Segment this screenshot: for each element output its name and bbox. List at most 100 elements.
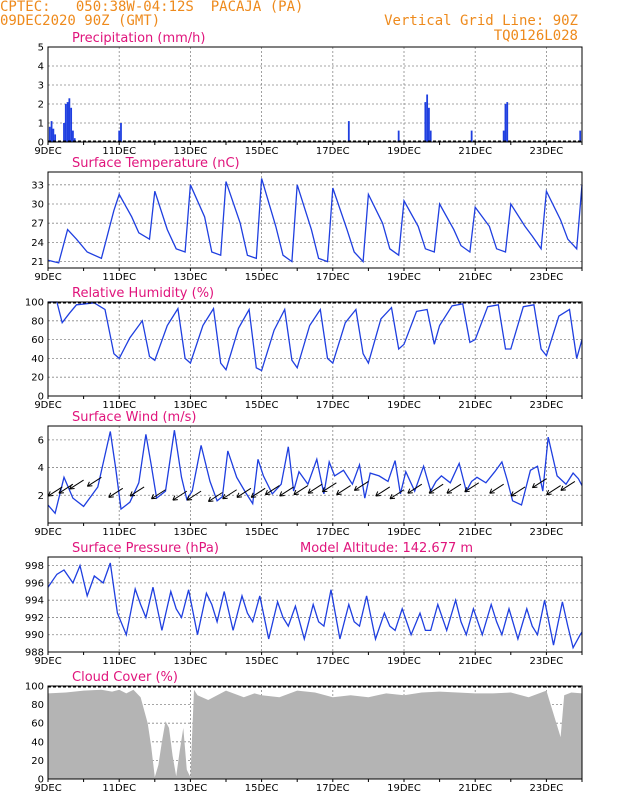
wind-arrow-head	[186, 495, 193, 501]
y-tick-label: 33	[31, 180, 44, 191]
precip-bar	[579, 130, 582, 142]
precip-bar	[424, 102, 427, 142]
wind-arrow-head	[236, 492, 242, 498]
wind-panel: 2 4 6 9DEC 11DEC 13DEC 15DEC 17DEC 19DEC 21DEC 23D…	[34, 410, 583, 538]
wind-arrow-head	[428, 488, 435, 494]
header-model-code: TQ0126L028	[493, 28, 578, 44]
precip-bar	[48, 126, 51, 142]
precip-bar	[64, 104, 67, 142]
wind-arrow-head	[108, 492, 114, 498]
x-tick-label: 17DEC	[316, 146, 350, 157]
precip-title: Precipitation (mm/h)	[72, 31, 205, 46]
wind-arrow	[208, 492, 223, 502]
wind-arrow	[129, 486, 145, 497]
precip-bar	[506, 102, 509, 142]
rh-line	[48, 301, 583, 372]
wind-arrow	[172, 490, 188, 501]
x-tick-label: 21DEC	[458, 400, 492, 411]
x-tick-label: 21DEC	[458, 783, 492, 794]
pres-plot-area	[48, 557, 582, 652]
temp-title: Surface Temperature (nC)	[72, 156, 240, 171]
wind-arrow-head	[86, 481, 93, 487]
precip-bar	[63, 123, 65, 142]
wind-line	[47, 430, 583, 515]
x-tick-label: 23DEC	[530, 783, 564, 794]
precip-bar	[120, 123, 122, 142]
pres-panel: 988 990 992 994 996 998 9DEC 11DEC 13DEC 15DEC 17D…	[25, 541, 583, 667]
y-tick-label: 2	[38, 100, 44, 111]
precip-bar	[470, 130, 473, 142]
x-tick-label: 15DEC	[245, 272, 279, 283]
y-tick-label: 40	[31, 354, 44, 365]
precip-bar	[504, 104, 507, 142]
x-tick-label: 23DEC	[530, 527, 564, 538]
x-tick-label: 9DEC	[34, 783, 61, 794]
x-tick-label: 23DEC	[530, 272, 564, 283]
wind-arrow-head	[47, 491, 54, 497]
x-tick-label: 13DEC	[174, 272, 208, 283]
cloud-cover-area	[48, 689, 582, 779]
y-tick-label: 30	[31, 200, 44, 211]
temp-line	[47, 178, 583, 264]
wind-arrow-head	[58, 488, 64, 494]
x-tick-label: 13DEC	[174, 400, 208, 411]
precip-panel: 0 1 2 3 4 5 9DEC 11DEC 13DEC 15DEC 17DEC 19DEC 21DEC…	[34, 31, 583, 157]
y-tick-label: 2	[38, 491, 44, 502]
precip-bar	[73, 138, 76, 142]
wind-arrow	[47, 486, 63, 497]
y-tick-label: 100	[25, 682, 44, 693]
wind-arrow	[532, 478, 547, 489]
wind-arrow	[446, 483, 462, 494]
wind-arrow	[293, 485, 309, 496]
x-tick-label: 11DEC	[102, 656, 136, 667]
y-tick-label: 100	[25, 298, 44, 309]
precip-bar	[52, 128, 55, 142]
wind-arrow	[489, 483, 504, 494]
precip-frame	[47, 46, 583, 143]
precip-bar	[426, 94, 429, 142]
wind-arrow-head	[222, 494, 228, 500]
x-tick-label: 19DEC	[387, 783, 421, 794]
precip-bar	[72, 130, 74, 142]
wind-arrow	[236, 487, 252, 498]
wind-arrow-head	[336, 489, 342, 496]
wind-arrow	[322, 482, 337, 493]
wind-arrow	[464, 482, 480, 493]
y-tick-label: 24	[31, 238, 44, 249]
temp-panel: 21 24 27 30 33 9DEC 11DEC 13DEC 15DEC 17DEC 19DEC 2…	[31, 156, 583, 283]
precip-bar	[429, 130, 432, 142]
precip-bar	[68, 98, 71, 142]
wind-arrow-head	[129, 491, 136, 497]
y-tick-label: 996	[25, 578, 44, 589]
y-tick-label: 994	[25, 596, 44, 607]
x-tick-label: 19DEC	[387, 656, 421, 667]
x-tick-label: 15DEC	[245, 783, 279, 794]
wind-arrow-head	[264, 489, 271, 496]
x-tick-label: 13DEC	[174, 146, 208, 157]
wind-arrow	[546, 485, 561, 496]
x-tick-label: 21DEC	[458, 527, 492, 538]
wind-arrow	[510, 486, 526, 497]
rh-panel: 0 20 40 60 80 100 9DEC 11DEC 13DEC 15DEC 17DEC 19DE…	[25, 286, 583, 411]
rh-title: Relative Humidity (%)	[72, 286, 214, 301]
y-tick-label: 27	[31, 219, 44, 230]
wind-arrow-head	[546, 489, 552, 496]
precip-bar	[70, 107, 73, 142]
pres-title: Surface Pressure (hPa)	[72, 541, 219, 556]
wind-arrow	[428, 483, 444, 494]
y-tick-label: 6	[38, 435, 44, 446]
x-tick-label: 17DEC	[316, 400, 350, 411]
x-tick-label: 15DEC	[245, 146, 279, 157]
y-tick-label: 990	[25, 630, 44, 641]
wind-arrow	[69, 479, 84, 490]
wind-arrow-head	[446, 488, 453, 494]
wind-arrow	[151, 489, 166, 500]
wind-arrow-head	[353, 485, 360, 491]
precip-bar	[502, 130, 505, 142]
x-tick-label: 15DEC	[245, 527, 279, 538]
wind-arrow	[307, 483, 323, 494]
wind-arrow-head	[489, 488, 495, 494]
wind-arrow-head	[293, 489, 299, 496]
